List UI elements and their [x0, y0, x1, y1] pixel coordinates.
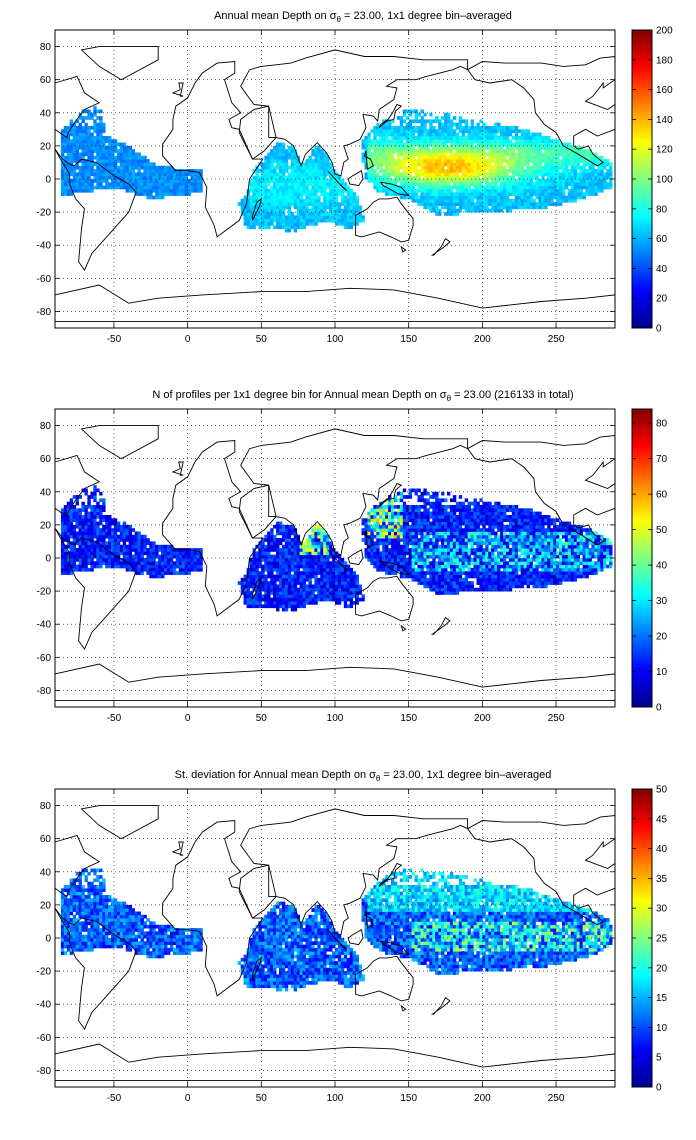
- y-tick-label: -80: [37, 307, 52, 318]
- y-tick-label: 80: [40, 801, 52, 812]
- x-tick-label: 50: [256, 334, 268, 345]
- x-tick-label: 150: [400, 1093, 417, 1104]
- x-tick-label: -50: [107, 334, 122, 345]
- y-tick-label: 40: [40, 487, 52, 498]
- colorbar-tick-label: 40: [656, 844, 668, 855]
- y-tick-label: -20: [37, 587, 52, 598]
- colorbar-tick-label: 45: [656, 814, 668, 825]
- colorbar-tick-label: 25: [656, 934, 668, 945]
- y-tick-label: 60: [40, 454, 52, 465]
- y-tick-label: -40: [37, 241, 52, 252]
- colorbar-tick-label: 20: [656, 963, 668, 974]
- y-tick-label: -60: [37, 1033, 52, 1044]
- panel-title: St. deviation for Annual mean Depth on σ…: [175, 769, 552, 783]
- x-tick-label: 250: [548, 1093, 565, 1104]
- x-tick-label: -50: [107, 1093, 122, 1104]
- data-field: [60, 485, 613, 612]
- y-tick-label: 40: [40, 108, 52, 119]
- colorbar-tick-label: 60: [656, 234, 668, 245]
- x-tick-label: 100: [327, 713, 344, 724]
- x-tick-label: 250: [548, 713, 565, 724]
- colorbar-tick-label: 20: [656, 632, 668, 643]
- x-tick-label: 200: [474, 334, 491, 345]
- x-tick-label: 50: [256, 1093, 268, 1104]
- y-tick-label: 0: [45, 554, 51, 565]
- colorbar-tick-label: 160: [656, 85, 673, 96]
- data-field: [60, 868, 613, 992]
- map-panel-1: Annual mean Depth on σθ = 23.00, 1x1 deg…: [37, 10, 674, 345]
- x-tick-label: 100: [327, 1093, 344, 1104]
- y-tick-label: 20: [40, 141, 52, 152]
- colorbar-tick-label: 15: [656, 993, 668, 1004]
- colorbar-tick-label: 20: [656, 294, 668, 305]
- x-tick-label: 50: [256, 713, 268, 724]
- y-tick-label: 20: [40, 900, 52, 911]
- x-tick-label: 250: [548, 334, 565, 345]
- y-tick-label: 0: [45, 934, 51, 945]
- colorbar-tick-label: 0: [656, 703, 662, 714]
- colorbar-tick-label: 30: [656, 596, 668, 607]
- y-tick-label: -80: [37, 1066, 52, 1077]
- colorbar-tick-label: 200: [656, 26, 673, 37]
- colorbar-tick-label: 0: [656, 1083, 662, 1094]
- colorbar-tick-label: 5: [656, 1053, 662, 1064]
- y-tick-label: -20: [37, 208, 52, 219]
- colorbar-tick-label: 180: [656, 55, 673, 66]
- colorbar-tick-label: 10: [656, 1023, 668, 1034]
- colorbar-tick-label: 30: [656, 904, 668, 915]
- y-tick-label: -60: [37, 274, 52, 285]
- colorbar-tick-label: 40: [656, 561, 668, 572]
- colorbar-tick-label: 35: [656, 874, 668, 885]
- colorbar-tick-label: 70: [656, 454, 668, 465]
- y-tick-label: 80: [40, 421, 52, 432]
- y-tick-label: -80: [37, 686, 52, 697]
- colorbar: 0 5 10 15 20 25 30 35 40 45 50: [631, 785, 668, 1094]
- colorbar-tick-label: 40: [656, 264, 668, 275]
- x-tick-label: 150: [400, 334, 417, 345]
- map-panel-3: St. deviation for Annual mean Depth on σ…: [37, 769, 668, 1104]
- colorbar-tick-label: 100: [656, 175, 673, 186]
- x-tick-label: 200: [474, 713, 491, 724]
- colorbar: 0 20 40 60 80 100 120 140 160 180 200: [631, 26, 673, 335]
- y-tick-label: 60: [40, 75, 52, 86]
- colorbar-tick-label: 0: [656, 324, 662, 335]
- colorbar-tick-label: 140: [656, 115, 673, 126]
- x-tick-label: 100: [327, 334, 344, 345]
- data-field: [60, 106, 613, 233]
- colorbar: 0 10 20 30 40 50 60 70 80: [631, 408, 668, 714]
- colorbar-tick-label: 10: [656, 667, 668, 678]
- x-tick-label: 0: [185, 713, 191, 724]
- panel-title: N of profiles per 1x1 degree bin for Ann…: [152, 389, 573, 403]
- colorbar-tick-label: 80: [656, 204, 668, 215]
- x-tick-label: 0: [185, 334, 191, 345]
- y-tick-label: 60: [40, 834, 52, 845]
- y-tick-label: -40: [37, 620, 52, 631]
- colorbar-tick-label: 50: [656, 525, 668, 536]
- x-tick-label: 150: [400, 713, 417, 724]
- y-tick-label: 20: [40, 520, 52, 531]
- y-tick-label: -20: [37, 967, 52, 978]
- y-tick-label: 40: [40, 867, 52, 878]
- y-tick-label: -60: [37, 653, 52, 664]
- x-tick-label: 200: [474, 1093, 491, 1104]
- map-panel-2: N of profiles per 1x1 degree bin for Ann…: [37, 389, 668, 724]
- grid-lines: [55, 30, 615, 328]
- coastlines: [54, 46, 616, 322]
- y-tick-label: 0: [45, 175, 51, 186]
- x-tick-label: 0: [185, 1093, 191, 1104]
- colorbar-tick-label: 60: [656, 490, 668, 501]
- x-tick-label: -50: [107, 713, 122, 724]
- colorbar-tick-label: 120: [656, 145, 673, 156]
- colorbar-tick-label: 80: [656, 419, 668, 430]
- y-tick-label: 80: [40, 42, 52, 53]
- y-tick-label: -40: [37, 1000, 52, 1011]
- panel-title: Annual mean Depth on σθ = 23.00, 1x1 deg…: [214, 10, 512, 24]
- colorbar-tick-label: 50: [656, 785, 668, 796]
